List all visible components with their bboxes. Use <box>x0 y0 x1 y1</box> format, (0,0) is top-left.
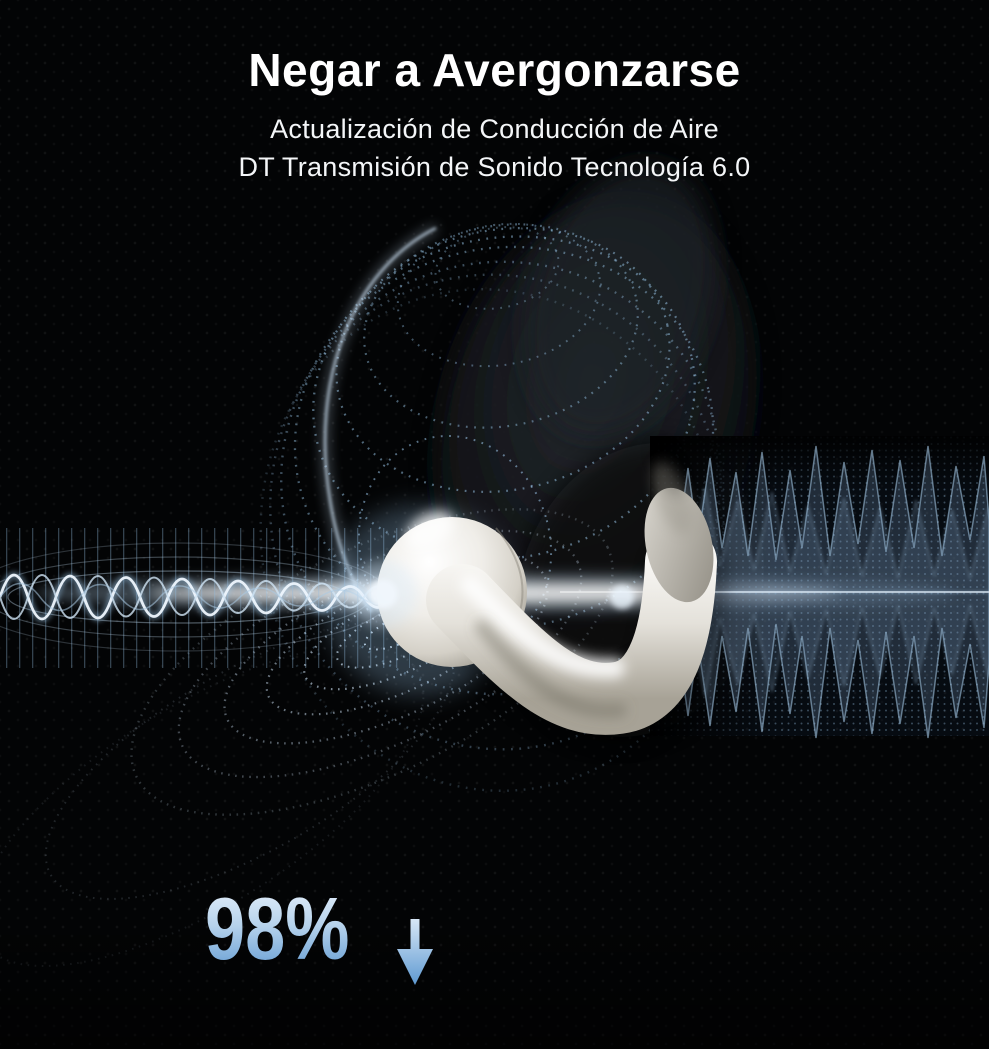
subtitle-line-2: DT Transmisión de Sonido Tecnología 6.0 <box>238 152 751 182</box>
earbud-battery-tip <box>644 487 714 603</box>
left-sound-wave <box>0 528 411 668</box>
page-title: Negar a Avergonzarse <box>248 44 741 96</box>
bottom-vignette <box>0 909 989 1049</box>
beam-flares <box>349 560 634 628</box>
stat-value: 98% <box>205 879 350 978</box>
subtitle-line-1: Actualización de Conducción de Aire <box>270 114 719 144</box>
stat-block: 98% <box>205 879 433 995</box>
wave-comb-lines <box>0 528 410 668</box>
down-arrow-icon <box>397 919 433 985</box>
ear-clip-earbud <box>377 440 728 753</box>
header-text-block: Negar a Avergonzarse Actualización de Co… <box>0 44 989 186</box>
